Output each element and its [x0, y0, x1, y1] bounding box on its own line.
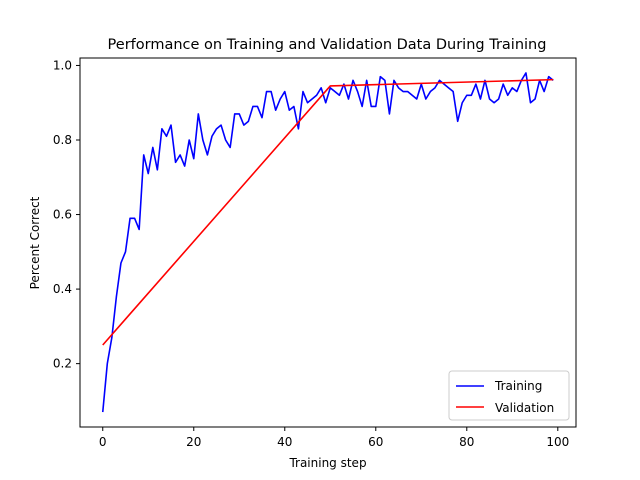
- series-layer: [101, 72, 554, 413]
- axes-frame: [79, 57, 577, 428]
- legend-label-training: Training: [494, 379, 542, 393]
- y-axis-ticks: 0.2 0.4 0.6 0.8 1.0: [53, 58, 80, 371]
- legend: Training Validation: [448, 370, 570, 421]
- x-tick-label: 60: [368, 435, 383, 449]
- x-axis-title: Training step: [288, 456, 366, 470]
- series-line-training: [101, 72, 554, 413]
- x-axis-ticks: 0 20 40 60 80 100: [99, 427, 569, 449]
- y-tick-label: 0.8: [53, 133, 72, 147]
- series-line-validation: [102, 78, 554, 346]
- plot-area: [80, 58, 576, 427]
- y-axis-title: Percent Correct: [28, 196, 42, 289]
- x-tick-label: 40: [277, 435, 292, 449]
- x-tick-label: 80: [459, 435, 474, 449]
- chart-title: Performance on Training and Validation D…: [108, 37, 547, 53]
- legend-label-validation: Validation: [495, 401, 554, 415]
- y-tick-label: 0.2: [53, 357, 72, 371]
- x-tick-label: 20: [186, 435, 201, 449]
- y-tick-label: 1.0: [53, 58, 72, 72]
- y-tick-label: 0.4: [53, 282, 72, 296]
- y-tick-label: 0.6: [53, 208, 72, 222]
- x-tick-label: 0: [99, 435, 107, 449]
- axes-border: [79, 57, 577, 428]
- x-tick-label: 100: [546, 435, 569, 449]
